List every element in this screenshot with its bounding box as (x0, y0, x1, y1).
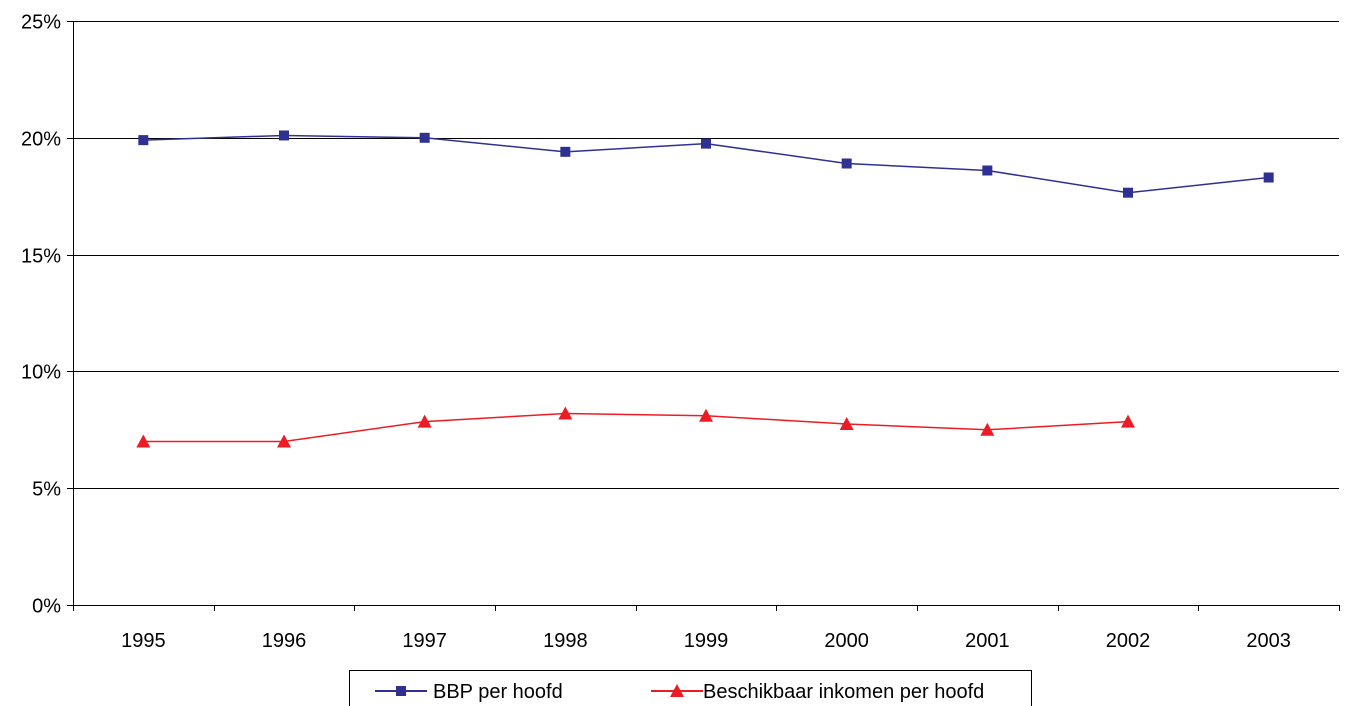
data-point (841, 158, 852, 169)
legend-swatch-marker (396, 686, 406, 696)
x-tick-label: 2001 (965, 630, 1010, 652)
data-point (138, 135, 149, 146)
legend-box (349, 670, 1032, 706)
data-point (1263, 172, 1274, 183)
y-tick-label: 20% (21, 129, 61, 151)
x-tick-label: 1997 (402, 630, 447, 652)
data-point (560, 146, 571, 157)
legend-item-1: BBP per hoofd (375, 681, 563, 703)
data-point (136, 434, 151, 448)
legend-label: BBP per hoofd (433, 681, 563, 703)
series-2 (136, 406, 1135, 448)
axes (67, 21, 1340, 611)
data-point (839, 416, 854, 430)
series-layer (136, 130, 1274, 448)
data-point (279, 130, 289, 141)
x-tick-label: 1998 (543, 630, 588, 652)
y-tick-label: 5% (32, 479, 61, 501)
x-tick-label: 2000 (824, 630, 869, 652)
data-point (1121, 414, 1135, 428)
data-point (417, 414, 432, 428)
data-point (699, 408, 713, 422)
data-point (558, 406, 573, 420)
data-point (419, 132, 430, 143)
legend-label: Beschikbaar inkomen per hoofd (703, 681, 984, 703)
data-point (277, 434, 291, 448)
legend-swatch-marker (670, 684, 684, 697)
data-point (1123, 187, 1133, 198)
x-tick-label: 2002 (1106, 630, 1151, 652)
x-tick-label: 1999 (684, 630, 729, 652)
y-tick-label: 0% (32, 596, 61, 618)
data-point (701, 138, 711, 149)
series-line (143, 412, 1129, 443)
series-1 (138, 130, 1274, 198)
y-tick-label: 25% (21, 12, 61, 34)
data-point (980, 422, 995, 436)
x-tick-label: 2003 (1246, 630, 1291, 652)
data-point (982, 165, 993, 176)
x-tick-label: 1996 (262, 630, 307, 652)
legend: BBP per hoofd Beschikbaar inkomen per hoo… (349, 670, 1032, 706)
x-tick-label: 1995 (121, 630, 166, 652)
legend-item-2: Beschikbaar inkomen per hoofd (651, 681, 984, 703)
y-tick-label: 10% (21, 362, 61, 384)
x-axis-tick-labels: 1995 1996 1997 1998 1999 2000 2001 2002 2003 (121, 630, 1291, 652)
y-tick-label: 15% (21, 246, 61, 268)
y-axis-tick-labels: 0% 5% 10% 15% 20% 25% (21, 12, 61, 618)
